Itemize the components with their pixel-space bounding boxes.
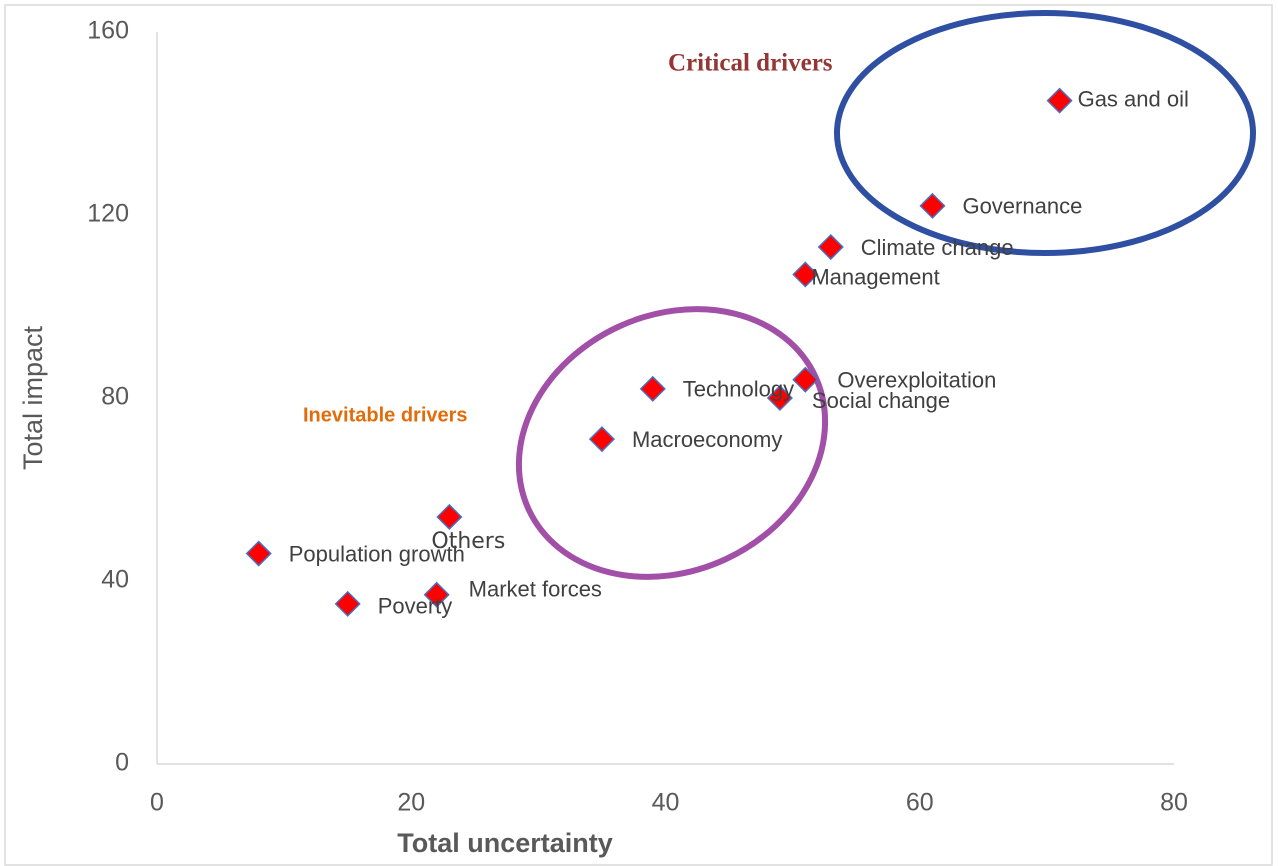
inevitable-ellipse xyxy=(515,306,829,580)
point xyxy=(766,384,793,412)
point xyxy=(792,261,819,288)
point xyxy=(245,540,272,567)
point xyxy=(919,192,946,219)
x-tick-label: 80 xyxy=(1160,789,1188,817)
point-label: Market forces xyxy=(469,577,602,602)
point xyxy=(817,233,844,261)
point-label: Poverty xyxy=(378,594,453,619)
point xyxy=(334,590,361,617)
point-label: Management xyxy=(811,264,939,289)
annotation: Inevitable drivers xyxy=(303,404,468,426)
point xyxy=(1046,87,1073,114)
annotation: Critical drivers xyxy=(668,50,833,77)
x-tick-label: 0 xyxy=(150,789,164,817)
point xyxy=(423,581,450,608)
point-label: Population growth xyxy=(289,541,465,566)
y-tick-label: 160 xyxy=(87,17,129,45)
y-tick-label: 40 xyxy=(101,566,129,594)
x-axis-label: Total uncertainty xyxy=(397,828,613,858)
point-label: Technology xyxy=(683,377,794,402)
point-label: Climate change xyxy=(861,235,1014,260)
y-tick-label: 120 xyxy=(87,200,129,228)
y-tick-label: 0 xyxy=(115,749,129,777)
point-label: Governance xyxy=(962,194,1082,219)
point-label: Social change xyxy=(812,388,950,413)
x-tick-label: 60 xyxy=(906,789,934,817)
x-tick-label: 40 xyxy=(652,789,680,817)
chart-frame xyxy=(4,4,1273,866)
point-label: Macroeconomy xyxy=(632,427,782,452)
point xyxy=(588,426,615,453)
critical-ellipse xyxy=(834,10,1256,256)
y-axis-label: Total impact xyxy=(18,325,48,470)
point-label: Gas and oil xyxy=(1078,86,1189,111)
point xyxy=(639,375,666,402)
point xyxy=(792,366,819,393)
x-tick-label: 20 xyxy=(397,789,425,817)
point-label: Others xyxy=(431,529,505,554)
point xyxy=(436,503,463,531)
y-tick-label: 80 xyxy=(101,383,129,411)
point-label: Overexploitation xyxy=(837,368,996,393)
